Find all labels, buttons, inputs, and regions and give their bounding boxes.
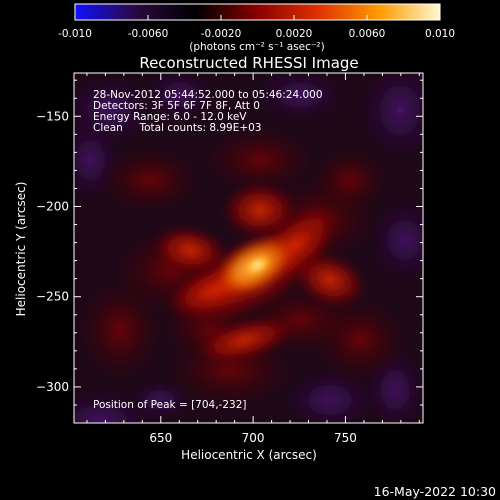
axis-ticks: 650 700 750 −150 −200 −250 −300 — [36, 73, 423, 445]
colorbar-tick-label: 0.0060 — [349, 28, 386, 40]
colorbar-tick-label: -0.0020 — [201, 28, 242, 40]
colorbar: -0.010 -0.0060 -0.0020 0.0020 0.0060 0.010 (p… — [58, 3, 455, 53]
x-tick-label: 650 — [149, 431, 172, 445]
x-tick-label: 750 — [334, 431, 357, 445]
y-tick-label: −200 — [36, 200, 69, 214]
y-tick-label: −250 — [36, 290, 69, 304]
y-tick-label: −150 — [36, 109, 69, 123]
emission-blob — [310, 145, 390, 215]
emission-blob — [360, 73, 423, 160]
peak-position-label: Position of Peak = [704,-232] — [93, 399, 247, 411]
colorbar-strip — [74, 3, 441, 21]
colorbar-tick-label: -0.010 — [58, 28, 92, 40]
y-axis-label: Heliocentric Y (arcsec) — [14, 182, 28, 317]
emission-blob — [255, 73, 345, 120]
colorbar-unit-label: (photons cm⁻² s⁻¹ asec⁻²) — [189, 41, 324, 53]
x-tick-label: 700 — [242, 431, 265, 445]
emission-blob — [370, 200, 423, 280]
annotation-energy-range: Energy Range: 6.0 - 12.0 keV — [93, 111, 247, 123]
annotation-clean-counts: Clean Total counts: 8.99E+03 — [93, 122, 262, 134]
emission-blob — [150, 224, 230, 276]
heatmap-image — [74, 73, 423, 423]
colorbar-tick-label: -0.0060 — [128, 28, 169, 40]
emission-blob — [95, 145, 205, 215]
emission-blob — [220, 180, 300, 240]
colorbar-tick-label: 0.0020 — [276, 28, 313, 40]
x-axis-label: Heliocentric X (arcsec) — [181, 448, 317, 462]
annotation-block: 28-Nov-2012 05:44:52.000 to 05:46:24.000… — [93, 89, 323, 134]
annotation-detectors: Detectors: 3F 5F 6F 7F 8F, Att 0 — [93, 100, 260, 112]
emission-blob — [145, 73, 215, 120]
emission-blob — [237, 249, 278, 281]
colorbar-ticks: -0.010 -0.0060 -0.0020 0.0020 0.0060 0.010 — [58, 15, 455, 40]
emission-blob — [291, 250, 369, 310]
colorbar-tick-label: 0.010 — [425, 28, 455, 40]
chart-title: Reconstructed RHESSI Image — [139, 54, 358, 72]
emission-blob — [191, 314, 299, 366]
emission-blob — [200, 125, 320, 195]
plot-frame — [73, 72, 424, 424]
timestamp: 16-May-2022 10:30 — [374, 484, 496, 499]
annotation-time-range: 28-Nov-2012 05:44:52.000 to 05:46:24.000 — [93, 89, 323, 101]
y-tick-label: −300 — [36, 380, 69, 394]
